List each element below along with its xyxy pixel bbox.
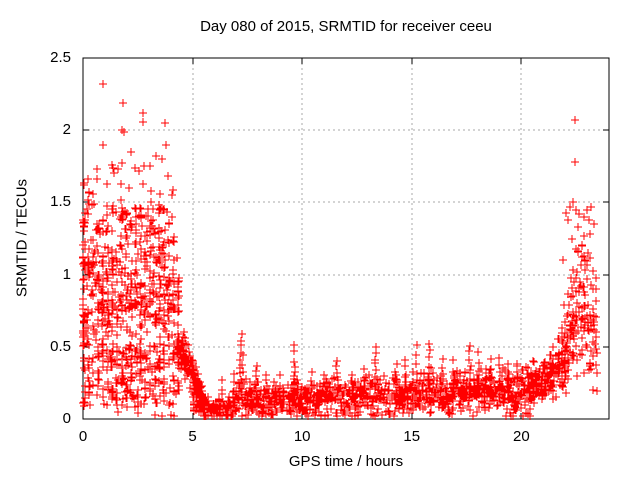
y-tick-label: 1 xyxy=(62,265,71,283)
y-tick-label: 2 xyxy=(62,121,71,139)
chart-title: Day 080 of 2015, SRMTID for receiver cee… xyxy=(200,18,492,35)
x-tick-label: 15 xyxy=(403,428,421,445)
y-tick-label: 2.5 xyxy=(50,49,71,66)
y-tick-label: 0 xyxy=(62,410,71,427)
x-tick-label: 0 xyxy=(78,428,88,445)
x-tick-label: 10 xyxy=(293,428,311,445)
y-tick-label: 1.5 xyxy=(50,193,71,211)
y-tick-label: 0.5 xyxy=(50,337,71,355)
x-tick-label: 5 xyxy=(188,428,197,445)
x-axis-title: GPS time / hours xyxy=(288,453,404,470)
x-tick-label: 20 xyxy=(512,428,530,445)
